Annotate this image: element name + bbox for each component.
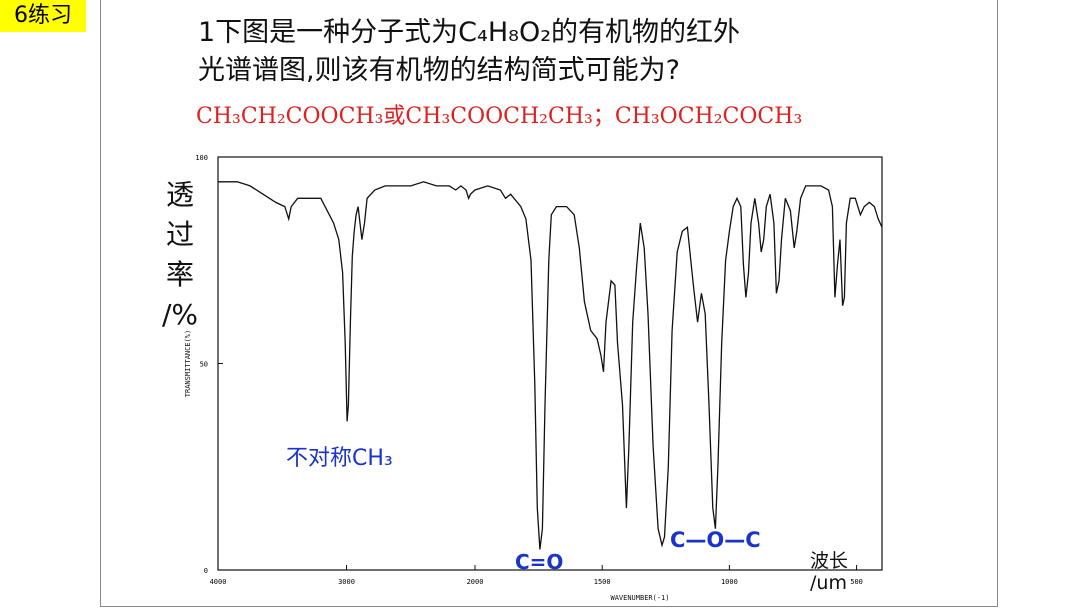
x-tick-label: 500: [850, 578, 863, 586]
chart-axes: [217, 156, 883, 571]
x-tick-label: 1000: [721, 578, 738, 586]
x-label-line-2: /um: [810, 572, 847, 594]
plot-frame: [217, 156, 883, 571]
answer-text: CH₃CH₂COOCH₃或CH₃COOCH₂CH₃；CH₃OCH₂COCH₃: [196, 104, 803, 129]
slide-tag: 6练习: [0, 0, 86, 32]
question-line-1: 1下图是一种分子式为C₄H₈O₂的有机物的红外: [198, 17, 741, 48]
y-tick-label: 0: [204, 567, 208, 575]
chart-ticks: 4000 3000 2000 1500 1000 500 0 50 100: [195, 154, 863, 586]
y-label-char-1: 透: [165, 178, 194, 211]
y-axis-title: TRANSMITTANCE(%): [184, 330, 192, 397]
x-tick-label: 1500: [594, 578, 611, 586]
question-line-2: 光谱谱图,则该有机物的结构简式可能为?: [198, 55, 680, 86]
x-tick-label: 2000: [467, 578, 484, 586]
y-axis-cn-label: 透 过 率 /%: [160, 175, 200, 335]
y-label-char-3: 率: [165, 258, 194, 291]
slide-frame: [100, 0, 998, 607]
y-label-char-4: /%: [161, 298, 199, 331]
annotation-c-o-c: C—O—C: [670, 528, 761, 552]
x-tick-label: 3000: [338, 578, 355, 586]
x-label-line-1: 波长: [810, 550, 849, 572]
annotation-ch3: 不对称CH₃: [286, 446, 393, 471]
y-tick-label: 50: [200, 361, 208, 369]
x-axis-title: WAVENUMBER(-1): [610, 594, 669, 602]
y-label-char-2: 过: [165, 218, 194, 251]
annotation-c-eq-o: C=O: [515, 550, 564, 574]
spectrum-line: [218, 181, 883, 550]
x-tick-label: 4000: [210, 578, 227, 586]
x-axis-cn-label: 波长 /um: [810, 550, 848, 594]
y-tick-label: 100: [195, 154, 208, 162]
question-text: 1下图是一种分子式为C₄H₈O₂的有机物的红外 光谱谱图,则该有机物的结构简式可…: [198, 14, 740, 90]
